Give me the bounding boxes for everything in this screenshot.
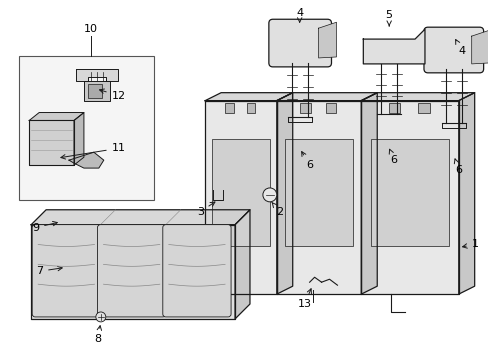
Polygon shape bbox=[318, 22, 336, 58]
Polygon shape bbox=[29, 121, 74, 165]
Text: 7: 7 bbox=[36, 266, 62, 276]
Text: 8: 8 bbox=[94, 326, 102, 344]
Polygon shape bbox=[361, 93, 376, 294]
FancyBboxPatch shape bbox=[423, 27, 483, 73]
FancyBboxPatch shape bbox=[268, 19, 331, 67]
Text: 6: 6 bbox=[388, 149, 397, 165]
Bar bbox=[212, 139, 269, 246]
Text: 2: 2 bbox=[271, 202, 283, 217]
Bar bbox=[417, 103, 428, 113]
FancyBboxPatch shape bbox=[97, 225, 165, 317]
Polygon shape bbox=[235, 210, 249, 319]
FancyBboxPatch shape bbox=[32, 225, 100, 317]
Circle shape bbox=[263, 188, 276, 202]
Text: 6: 6 bbox=[453, 159, 461, 175]
Text: 4: 4 bbox=[455, 40, 465, 56]
Text: 12: 12 bbox=[100, 89, 125, 101]
Text: 4: 4 bbox=[296, 8, 303, 22]
Polygon shape bbox=[205, 93, 292, 100]
Circle shape bbox=[96, 312, 105, 322]
Polygon shape bbox=[74, 113, 84, 165]
Polygon shape bbox=[471, 30, 488, 64]
Polygon shape bbox=[361, 100, 458, 294]
Bar bbox=[325, 103, 335, 113]
Bar bbox=[246, 103, 255, 113]
Polygon shape bbox=[276, 93, 376, 100]
Text: 11: 11 bbox=[61, 143, 125, 159]
Polygon shape bbox=[276, 100, 361, 294]
Bar bbox=[388, 103, 400, 113]
Text: 13: 13 bbox=[297, 289, 311, 309]
Bar bbox=[88, 84, 102, 98]
Bar bbox=[225, 103, 233, 113]
Text: 10: 10 bbox=[84, 24, 98, 34]
Polygon shape bbox=[84, 81, 109, 100]
Polygon shape bbox=[276, 93, 292, 294]
Polygon shape bbox=[363, 29, 424, 64]
Text: 5: 5 bbox=[385, 10, 392, 26]
Polygon shape bbox=[31, 225, 235, 319]
Polygon shape bbox=[205, 100, 276, 294]
Polygon shape bbox=[361, 93, 474, 100]
Text: 9: 9 bbox=[32, 221, 57, 233]
Bar bbox=[370, 139, 448, 246]
Polygon shape bbox=[29, 113, 84, 121]
FancyBboxPatch shape bbox=[163, 225, 231, 317]
Polygon shape bbox=[76, 69, 118, 81]
Bar bbox=[285, 139, 352, 246]
Polygon shape bbox=[69, 152, 103, 168]
Bar bbox=[300, 103, 310, 113]
Text: 1: 1 bbox=[462, 239, 478, 249]
Text: 3: 3 bbox=[196, 202, 215, 217]
Bar bbox=[19, 56, 153, 200]
Polygon shape bbox=[31, 210, 249, 225]
Text: 6: 6 bbox=[301, 152, 312, 170]
Polygon shape bbox=[458, 93, 474, 294]
